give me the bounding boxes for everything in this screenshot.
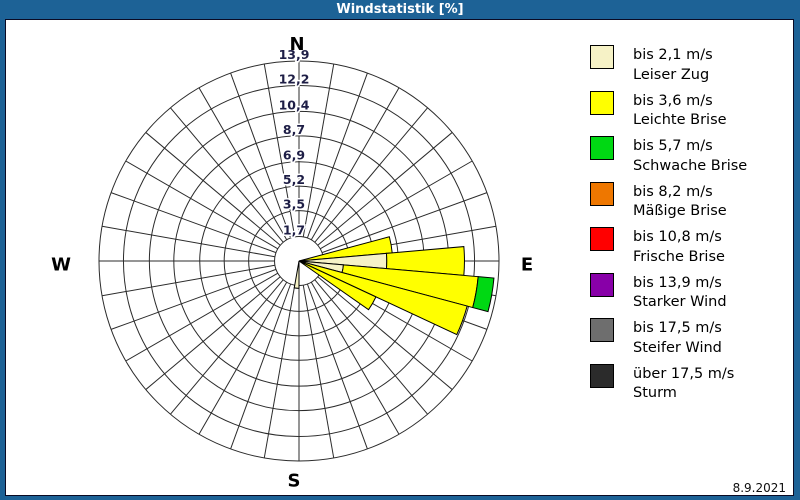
- grid-spoke: [230, 283, 292, 450]
- grid-spoke: [319, 160, 473, 250]
- legend-speed-label: bis 2,1 m/s: [633, 47, 713, 63]
- legend-swatch-c8: [590, 363, 614, 388]
- chart-panel: 1,7 3,5 5,2 6,9 8,7 10,4 12,2 13,9 N E S W bis 2,1 …: [5, 19, 794, 496]
- grid-spoke: [317, 132, 453, 246]
- window-title: Windstatistik [%]: [336, 2, 464, 17]
- wind-rose-chart: 1,7 3,5 5,2 6,9 8,7 10,4 12,2 13,9N E S W: [51, 34, 533, 492]
- grid-spoke: [125, 160, 279, 250]
- legend-text: bis 5,7 m/s Schwache Brise: [633, 137, 747, 176]
- grid-spoke: [263, 63, 296, 237]
- grid-spoke: [310, 87, 400, 241]
- grid-spoke: [230, 72, 292, 239]
- grid-spoke: [145, 132, 281, 246]
- legend: bis 2,1 m/s Leiser Zug bis 3,6 m/s Leichte …: [590, 45, 790, 409]
- grid-spoke: [302, 63, 335, 237]
- legend-swatch-c5: [590, 227, 614, 251]
- legend-text: bis 2,1 m/s Leiser Zug: [633, 46, 713, 85]
- petal-segment: [293, 260, 300, 289]
- legend-item: bis 13,9 m/s Starker Wind: [590, 272, 790, 319]
- petal-segment: [472, 276, 495, 313]
- legend-text: bis 13,9 m/s Starker Wind: [633, 274, 727, 313]
- ring-tick-label: 6,9: [283, 148, 305, 163]
- grid-spoke: [314, 107, 428, 243]
- legend-name-label: Schwache Brise: [633, 157, 748, 174]
- window-titlebar: Windstatistik [%]: [0, 0, 800, 19]
- legend-swatch-c1: [590, 45, 614, 69]
- grid-spoke: [314, 279, 428, 415]
- legend-name-label: Frische Brise: [633, 248, 725, 265]
- compass-label-north: N: [289, 34, 304, 55]
- grid-spoke: [101, 264, 275, 297]
- legend-swatch-c7: [590, 318, 614, 342]
- legend-item: bis 10,8 m/s Frische Brise: [590, 227, 790, 273]
- compass-label-south: S: [288, 471, 301, 492]
- legend-swatch-c2: [590, 90, 614, 115]
- grid-spoke: [198, 87, 288, 241]
- ring-tick-label: 1,7: [283, 223, 305, 238]
- ring-tick-label: 12,2: [279, 71, 310, 86]
- grid-spoke: [125, 272, 279, 362]
- grid-spoke: [170, 279, 284, 415]
- legend-name-label: Sturm: [633, 385, 677, 401]
- legend-swatch-c4: [590, 181, 614, 206]
- grid-spoke: [317, 276, 453, 390]
- legend-item: bis 8,2 m/s Mäßige Brise: [590, 181, 790, 228]
- grid-spoke: [263, 285, 296, 459]
- grid-spoke: [306, 72, 368, 239]
- legend-speed-label: bis 5,7 m/s: [633, 138, 713, 154]
- compass-label-east: E: [521, 255, 533, 276]
- grid-spoke: [145, 276, 281, 390]
- petal-segment: [298, 260, 468, 336]
- legend-item: über 17,5 m/s Sturm: [590, 363, 790, 410]
- legend-name-label: Leiser Zug: [633, 66, 710, 83]
- date-label: 8.9.2021: [732, 481, 786, 495]
- legend-name-label: Steifer Wind: [633, 339, 722, 356]
- legend-item: bis 2,1 m/s Leiser Zug: [590, 45, 790, 91]
- legend-text: bis 10,8 m/s Frische Brise: [633, 228, 725, 267]
- legend-item: bis 5,7 m/s Schwache Brise: [590, 136, 790, 182]
- grid-spoke: [110, 192, 277, 254]
- legend-name-label: Starker Wind: [633, 294, 727, 310]
- grid-spoke: [198, 281, 288, 435]
- legend-speed-label: bis 13,9 m/s: [633, 274, 722, 291]
- ring-tick-label: 3,5: [283, 197, 305, 212]
- legend-text: bis 17,5 m/s Steifer Wind: [633, 319, 722, 358]
- ring-tick-label: 10,4: [279, 97, 310, 112]
- legend-name-label: Leichte Brise: [633, 112, 727, 128]
- ring-tick-label: 8,7: [283, 122, 305, 137]
- compass-label-west: W: [51, 255, 71, 276]
- ring-tick-label: 13,9: [279, 47, 310, 62]
- grid-spoke: [306, 283, 368, 450]
- grid-spoke: [101, 225, 275, 258]
- grid-spoke: [170, 107, 284, 243]
- grid-spoke: [321, 192, 488, 254]
- legend-text: über 17,5 m/s Sturm: [633, 365, 734, 404]
- grid-spoke: [310, 281, 400, 435]
- legend-item: bis 3,6 m/s Leichte Brise: [590, 90, 790, 137]
- legend-speed-label: bis 8,2 m/s: [633, 183, 713, 200]
- legend-speed-label: bis 10,8 m/s: [633, 229, 722, 245]
- legend-swatch-c6: [590, 272, 614, 297]
- legend-text: bis 3,6 m/s Leichte Brise: [633, 92, 727, 131]
- legend-text: bis 8,2 m/s Mäßige Brise: [633, 183, 727, 222]
- legend-speed-label: bis 17,5 m/s: [633, 320, 722, 336]
- legend-speed-label: über 17,5 m/s: [633, 365, 735, 382]
- grid-spoke: [110, 268, 277, 330]
- legend-swatch-c3: [590, 136, 614, 160]
- legend-name-label: Mäßige Brise: [633, 203, 727, 219]
- grid-spoke: [302, 285, 335, 459]
- ring-tick-label: 5,2: [283, 172, 305, 187]
- legend-item: bis 17,5 m/s Steifer Wind: [590, 318, 790, 364]
- legend-speed-label: bis 3,6 m/s: [633, 92, 713, 109]
- petal-segment: [298, 260, 377, 311]
